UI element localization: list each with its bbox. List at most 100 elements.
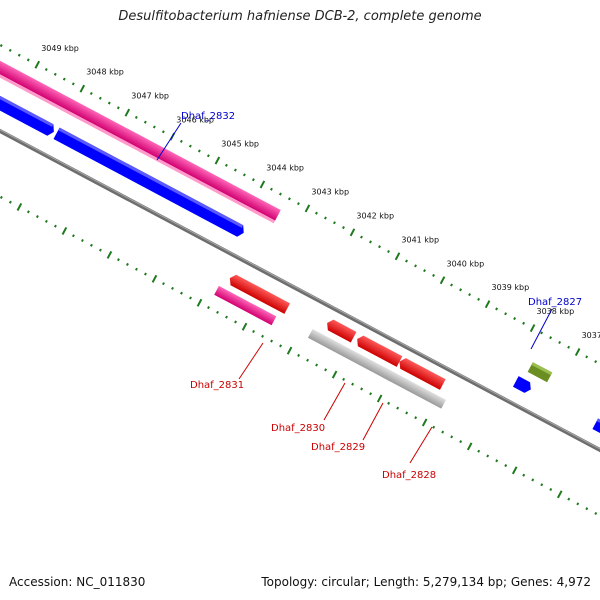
scale-minor-tick xyxy=(224,163,228,167)
scale-minor-tick xyxy=(207,306,210,310)
gene-feature-dhaf-2831[interactable] xyxy=(214,285,277,326)
scale-label: 3048 kbp xyxy=(86,68,124,77)
scale-minor-tick xyxy=(540,483,544,487)
scale-major-tick xyxy=(286,346,293,355)
gene-feature-dhaf-2827[interactable] xyxy=(527,362,553,383)
gene-feature-red-2830[interactable] xyxy=(324,318,357,343)
scale-minor-tick xyxy=(531,478,535,482)
gene-label-dhaf-2828[interactable]: Dhaf_2828 xyxy=(382,470,436,481)
gene-feature-dhaf-2833[interactable] xyxy=(0,57,281,224)
scale-major-tick xyxy=(376,394,383,403)
scale-major-tick xyxy=(484,300,491,309)
scale-minor-tick xyxy=(324,368,328,372)
scale-minor-tick xyxy=(360,387,364,391)
scale-minor-tick xyxy=(324,216,327,220)
scale-minor-tick xyxy=(495,307,499,311)
gene-feature-dhaf-2832[interactable] xyxy=(53,127,246,239)
scale-minor-tick xyxy=(117,258,120,262)
scale-major-tick xyxy=(529,324,536,333)
scale-minor-tick xyxy=(197,149,201,153)
scale-minor-tick xyxy=(567,497,571,501)
scale-minor-tick xyxy=(432,425,436,429)
scale-minor-tick xyxy=(459,288,463,292)
scale-minor-tick xyxy=(162,282,165,286)
scale-major-tick xyxy=(214,156,221,165)
scale-label: 3037 kbp xyxy=(582,331,600,340)
scale-major-tick xyxy=(331,370,338,379)
map-title: Desulfitobacterium hafniense DCB-2, comp… xyxy=(118,9,482,24)
scale-minor-tick xyxy=(441,430,445,434)
scale-minor-tick xyxy=(585,355,589,359)
scale-minor-tick xyxy=(188,144,192,148)
scale-minor-tick xyxy=(306,358,310,362)
scale-minor-tick xyxy=(405,411,409,415)
scale-minor-tick xyxy=(26,210,30,214)
scale-label: 3046 kbp xyxy=(176,116,214,125)
scale-labels: 3049 kbp 3048 kbp 3047 kbp 3046 kbp 3045 kbp… xyxy=(41,44,600,340)
scale-minor-tick xyxy=(8,200,12,204)
scale-minor-tick xyxy=(522,473,526,477)
scale-minor-tick xyxy=(44,68,48,72)
scale-minor-tick xyxy=(315,211,318,215)
scale-minor-tick xyxy=(143,120,147,124)
scale-minor-tick xyxy=(180,291,183,295)
gene-feature-gray-2828[interactable] xyxy=(389,372,446,409)
gene-label-leaders xyxy=(156,122,553,464)
scale-major-tick xyxy=(196,298,203,307)
scale-label: 3038 kbp xyxy=(537,307,575,316)
accession-text: Accession: NC_011830 xyxy=(9,575,146,589)
scale-minor-tick xyxy=(396,406,400,410)
scale-label: 3047 kbp xyxy=(131,92,169,101)
scale-major-tick xyxy=(511,466,518,475)
scale-label: 3043 kbp xyxy=(311,187,349,196)
scale-minor-tick xyxy=(89,91,93,96)
scale-minor-tick xyxy=(549,336,553,340)
scale-minor-tick xyxy=(152,125,156,129)
scale-minor-tick xyxy=(35,215,39,219)
gene-feature-blue-2826[interactable] xyxy=(512,376,534,395)
scale-minor-tick xyxy=(297,353,301,357)
scale-minor-tick xyxy=(459,440,463,444)
gene-label-dhaf-2832[interactable]: Dhaf_2832 xyxy=(181,111,235,122)
scale-minor-tick xyxy=(405,259,408,263)
scale-minor-tick xyxy=(216,310,219,314)
scale-major-tick xyxy=(259,180,266,189)
scale-major-tick xyxy=(106,250,113,259)
scale-label: 3045 kbp xyxy=(221,140,259,149)
scale-label: 3049 kbp xyxy=(41,44,79,53)
scale-minor-tick xyxy=(522,321,526,325)
scale-label: 3039 kbp xyxy=(492,283,530,292)
scale-minor-tick xyxy=(135,267,138,271)
scale-major-tick xyxy=(16,202,23,212)
scale-minor-tick xyxy=(333,221,336,225)
gene-label-dhaf-2830[interactable]: Dhaf_2830 xyxy=(271,423,325,434)
gene-feature-red-2828[interactable] xyxy=(397,356,446,390)
scale-major-tick xyxy=(79,84,86,93)
gene-feature-red-2831a[interactable] xyxy=(227,273,291,314)
scale-minor-tick xyxy=(549,487,553,492)
scale-minor-tick xyxy=(342,377,346,381)
gene-label-dhaf-2827[interactable]: Dhaf_2827 xyxy=(528,297,582,308)
gene-label-dhaf-2829[interactable]: Dhaf_2829 xyxy=(311,442,365,453)
gene-label-dhaf-2831[interactable]: Dhaf_2831 xyxy=(190,380,244,391)
gene-feature-red-2829[interactable] xyxy=(354,334,403,367)
scale-minor-tick xyxy=(134,115,138,119)
gene-feature-gray-2830[interactable] xyxy=(307,328,395,382)
scale-minor-tick xyxy=(423,269,426,273)
scale-minor-tick xyxy=(270,339,274,343)
scale-minor-tick xyxy=(189,296,192,300)
scale-major-tick xyxy=(304,204,311,213)
scale-minor-tick xyxy=(80,238,84,243)
scale-track-bottom xyxy=(0,195,598,515)
scale-minor-tick xyxy=(242,173,246,177)
scale-minor-tick xyxy=(126,262,129,266)
scale-minor-tick xyxy=(495,459,499,463)
gene-feature-blue-left[interactable] xyxy=(0,84,57,138)
scale-minor-tick xyxy=(369,392,373,396)
scale-minor-tick xyxy=(486,454,490,458)
scale-minor-tick xyxy=(468,293,472,297)
scale-major-tick xyxy=(151,274,158,283)
scale-minor-tick xyxy=(594,511,598,515)
scale-minor-tick xyxy=(179,139,183,143)
scale-minor-tick xyxy=(540,331,544,335)
